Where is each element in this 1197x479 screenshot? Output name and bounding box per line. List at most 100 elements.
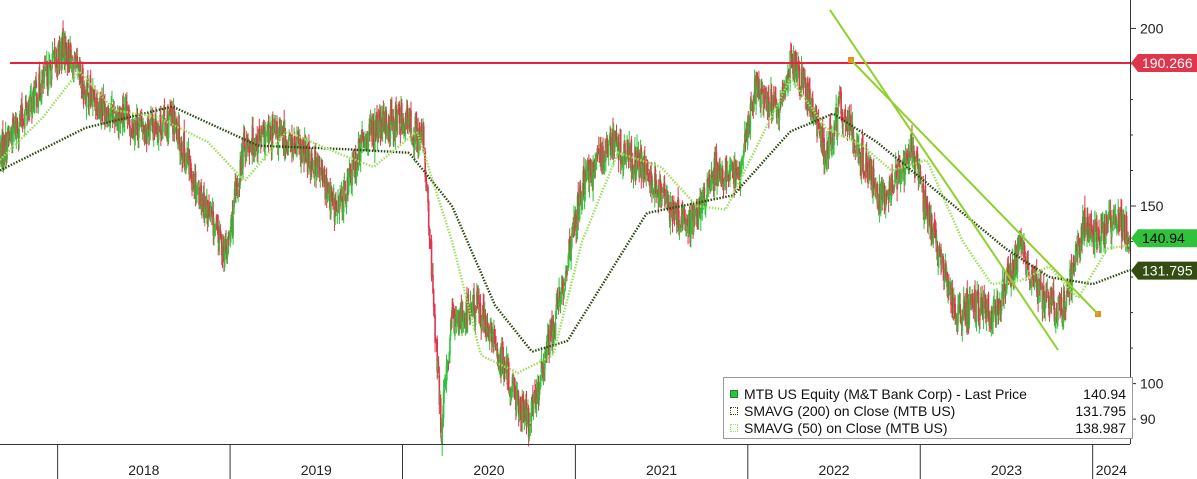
candle-body — [1086, 216, 1089, 235]
candle-body — [452, 304, 455, 308]
candle-body — [763, 96, 766, 99]
candle-body — [308, 161, 311, 169]
candle-body — [191, 183, 194, 187]
candle-body — [543, 366, 546, 375]
candle-body — [1045, 290, 1047, 302]
candle-body — [819, 130, 821, 136]
candle-body — [520, 420, 523, 424]
candle-body — [772, 102, 774, 115]
candle-body — [476, 291, 478, 305]
candle-body — [152, 120, 154, 135]
candle-body — [1000, 309, 1003, 314]
candle-body — [28, 101, 31, 117]
candle-body — [1024, 256, 1027, 262]
candle-body — [873, 185, 876, 187]
candle-body — [775, 97, 777, 102]
candle-body — [417, 136, 420, 156]
candle-body — [1062, 317, 1064, 324]
candle-body — [136, 117, 139, 136]
candle-body — [432, 289, 435, 308]
candle-body — [1115, 216, 1117, 228]
candle-body — [818, 127, 820, 129]
candle-body — [402, 118, 405, 127]
candle-body — [1109, 209, 1112, 220]
candle-body — [563, 288, 565, 297]
candle-body — [72, 64, 75, 82]
candle-body — [39, 92, 42, 101]
candle-body — [708, 174, 711, 187]
candle-body — [1084, 228, 1087, 233]
candle-body — [304, 145, 307, 155]
candle-body — [388, 117, 390, 130]
candle-body — [821, 128, 824, 155]
candle-body — [367, 143, 370, 147]
candle-body — [836, 111, 839, 137]
candle-body — [1063, 291, 1066, 317]
candle-body — [391, 109, 393, 125]
candle-body — [794, 51, 797, 64]
candle-body — [443, 388, 446, 393]
candle-body — [814, 112, 816, 121]
candle-body — [112, 108, 115, 120]
candle-body — [554, 322, 557, 336]
candle-body — [961, 315, 964, 331]
candle-body — [1121, 233, 1124, 237]
candle-body — [838, 95, 841, 100]
candle-body — [802, 67, 805, 87]
candle-body — [1050, 288, 1053, 305]
candle-body — [107, 107, 110, 116]
candle-body — [859, 156, 862, 164]
candle-body — [768, 104, 771, 116]
candle-body — [471, 301, 474, 317]
candle-body — [1055, 313, 1058, 315]
candle-body — [665, 192, 667, 204]
candle-body — [106, 107, 109, 127]
candle-body — [317, 157, 319, 168]
candle-body — [85, 89, 88, 108]
candle-body — [982, 300, 985, 320]
candle-body — [673, 201, 675, 213]
candle-body — [349, 169, 352, 183]
candle-body — [120, 115, 122, 117]
candle-body — [437, 367, 440, 373]
candle-body — [962, 299, 965, 320]
candle-body — [549, 330, 552, 333]
candle-body — [972, 298, 974, 303]
candle-body — [730, 165, 733, 171]
candle-body — [12, 116, 15, 127]
candle-body — [485, 327, 487, 338]
candle-body — [296, 138, 298, 156]
candle-body — [178, 125, 181, 149]
candle-body — [184, 161, 187, 174]
candle-body — [570, 244, 572, 261]
candle-body — [60, 47, 62, 49]
candle-body — [634, 150, 637, 174]
candle-body — [230, 218, 232, 236]
candle-body — [860, 143, 863, 172]
candle-body — [277, 127, 280, 150]
candle-body — [782, 82, 784, 92]
candle-body — [1072, 257, 1075, 266]
candle-body — [669, 201, 672, 226]
candle-body — [748, 124, 750, 135]
candle-body — [592, 164, 594, 190]
candle-body — [302, 138, 305, 146]
candle-body — [583, 167, 585, 198]
candle-body — [719, 174, 722, 176]
candle-body — [608, 142, 611, 146]
candle-body — [113, 108, 115, 114]
candle-body — [705, 199, 708, 203]
candle-body — [493, 329, 496, 342]
candle-body — [616, 143, 619, 147]
candle-body — [1007, 265, 1010, 281]
candle-body — [466, 297, 469, 322]
candle-body — [850, 130, 853, 134]
candle-body — [908, 151, 910, 173]
candle-body — [959, 303, 961, 313]
candle-body — [245, 137, 248, 153]
candle-body — [947, 285, 949, 297]
candle-body — [114, 114, 117, 121]
candle-body — [113, 118, 116, 124]
candle-body — [215, 221, 217, 227]
